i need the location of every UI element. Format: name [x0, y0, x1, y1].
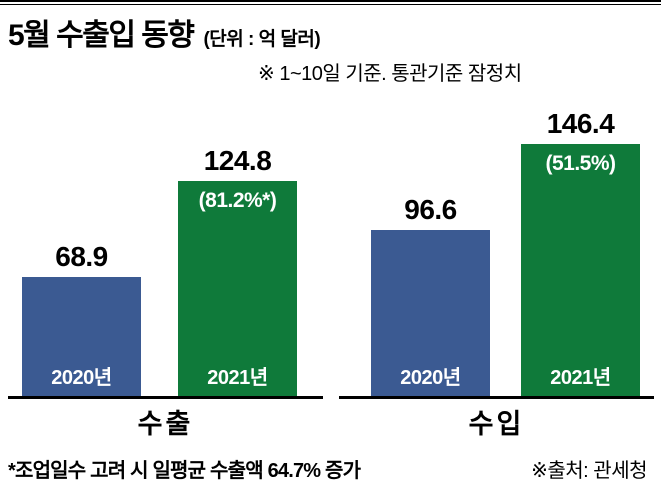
imports-axis-line — [339, 396, 654, 399]
exports-bars: 68.9 2020년 124.8 (81.2%*) 2021년 — [8, 98, 323, 396]
unit-label: (단위 : 억 달러) — [203, 29, 321, 50]
bar-column-exports-2020: 68.9 2020년 — [22, 241, 141, 396]
page-title: 5월 수출입 동향 — [8, 19, 195, 52]
value-label-exports-2020: 68.9 — [55, 241, 108, 272]
value-label-exports-2021: 124.8 — [203, 145, 272, 176]
bar-exports-2021: (81.2%*) 2021년 — [178, 181, 297, 396]
year-label-2021: 2021년 — [207, 367, 268, 389]
year-label-2020: 2020년 — [51, 367, 112, 389]
year-label-2020: 2020년 — [400, 367, 461, 389]
exports-axis-line — [8, 396, 323, 399]
group-label-imports: 수입 — [468, 409, 525, 439]
imports-bars: 96.6 2020년 146.4 (51.5%) 2021년 — [339, 98, 654, 396]
bar-column-exports-2021: 124.8 (81.2%*) 2021년 — [178, 145, 297, 396]
footer: *조업일수 고려 시 일평균 수출액 64.7% 증가 ※출처: 관세청 — [0, 441, 661, 483]
title-row: 5월 수출입 동향 (단위 : 억 달러) — [8, 10, 651, 54]
chart-group-imports: 96.6 2020년 146.4 (51.5%) 2021년 수입 — [339, 98, 654, 441]
group-label-exports: 수출 — [137, 409, 194, 439]
growth-label-imports: (51.5%) — [545, 152, 616, 175]
bar-imports-2020: 2020년 — [371, 230, 490, 396]
value-label-imports-2021: 146.4 — [546, 108, 615, 139]
chart-group-exports: 68.9 2020년 124.8 (81.2%*) 2021년 수출 — [8, 98, 323, 441]
bar-exports-2020: 2020년 — [22, 277, 141, 396]
bar-column-imports-2021: 146.4 (51.5%) 2021년 — [521, 108, 640, 396]
bar-column-imports-2020: 96.6 2020년 — [371, 194, 490, 396]
bar-imports-2021: (51.5%) 2021년 — [521, 144, 640, 396]
bar-chart: 68.9 2020년 124.8 (81.2%*) 2021년 수출 — [0, 98, 661, 441]
value-label-imports-2020: 96.6 — [404, 194, 457, 225]
footnote: *조업일수 고려 시 일평균 수출액 64.7% 증가 — [8, 460, 361, 482]
year-label-2021: 2021년 — [550, 367, 611, 389]
source-label: ※출처: 관세청 — [531, 460, 647, 482]
provisional-note: ※ 1~10일 기준. 통관기준 잠정치 — [258, 63, 522, 85]
header: 5월 수출입 동향 (단위 : 억 달러) ※ 1~10일 기준. 통관기준 잠… — [0, 5, 661, 86]
growth-label-exports: (81.2%*) — [198, 189, 277, 212]
